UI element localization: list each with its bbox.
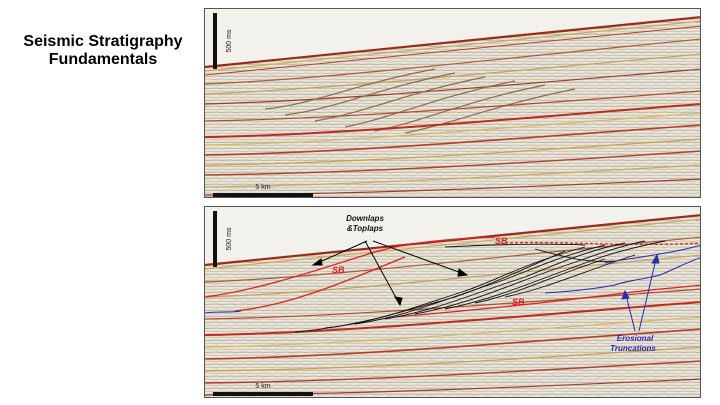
sb-label-2: SB [332, 265, 345, 275]
slide-title: Seismic Stratigraphy Fundamentals [18, 33, 188, 69]
distance-scale-label: 5 km [255, 184, 270, 191]
sb-label-1: SB [495, 236, 508, 246]
clinoform-interpretation-lines [294, 240, 666, 333]
distance-scale-bar [213, 193, 313, 197]
erosional-truncation-lines [205, 244, 700, 314]
seismic-section-interpreted: Downlaps &Toplaps SB SB SB Erosional Tru… [204, 206, 701, 398]
distance-scale-bar [213, 392, 313, 396]
downlaps-label-line2: &Toplaps [347, 224, 384, 233]
truncation-arrows [621, 253, 660, 332]
seismic-image-top: 500 ms 5 km [205, 9, 700, 197]
time-scale-label: 500 ms [226, 29, 233, 52]
time-scale-label: 500 ms [226, 227, 233, 250]
time-scale-bar [213, 13, 217, 69]
slide-title-line2: Fundamentals [48, 51, 158, 68]
downlaps-label-line1: Downlaps [346, 214, 384, 223]
sequence-boundary-lines [205, 236, 700, 318]
distance-scale-label: 5 km [255, 383, 270, 390]
downlaps-arrows [311, 240, 469, 307]
sb-label-3: SB [512, 297, 525, 307]
erosional-label-line1: Erosional [617, 334, 654, 343]
time-scale-bar [213, 211, 217, 267]
slide-title-line1: Seismic Stratigraphy [23, 33, 183, 50]
erosional-label-line2: Truncations [610, 344, 656, 353]
seismic-section-uninterpreted: 500 ms 5 km [204, 8, 701, 198]
seismic-image-bottom: Downlaps &Toplaps SB SB SB Erosional Tru… [205, 207, 700, 397]
